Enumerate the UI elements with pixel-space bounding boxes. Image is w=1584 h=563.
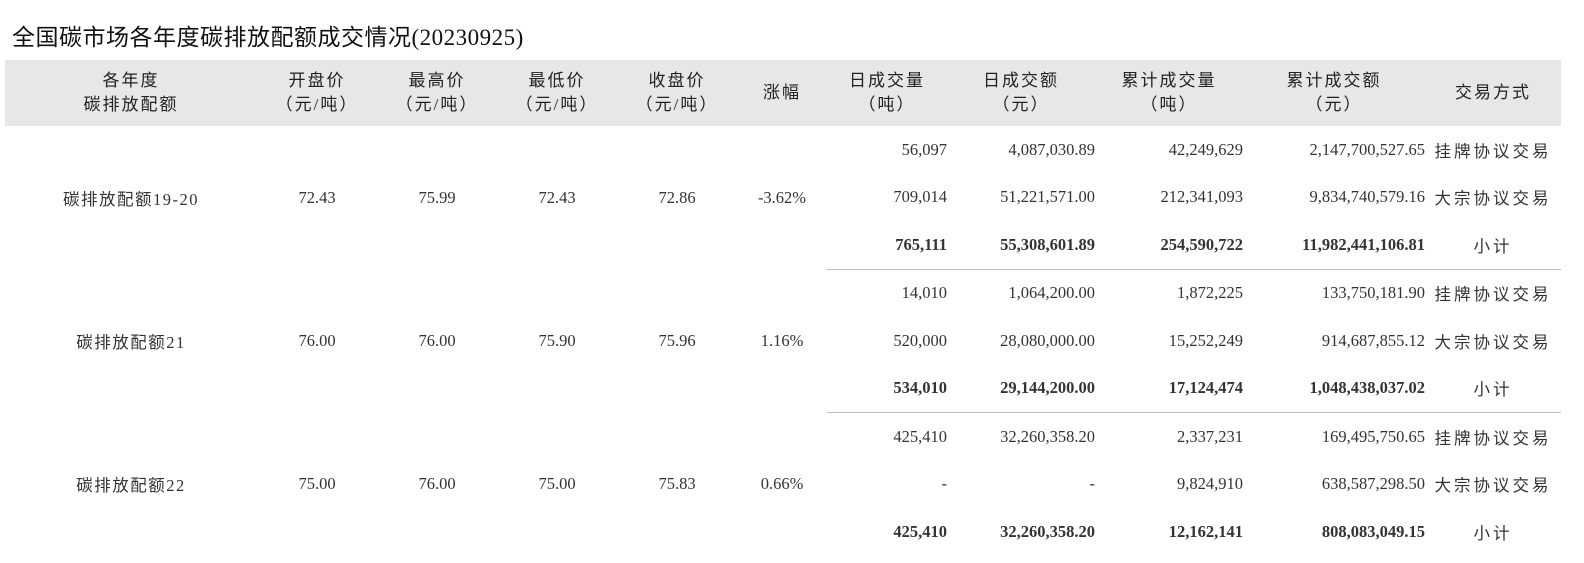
- daily-volume: 425,410: [893, 426, 947, 446]
- daily-amount: 51,221,571.00: [1000, 187, 1095, 207]
- cumulative-amount: 133,750,181.90: [1321, 283, 1425, 303]
- low-price: 75.00: [538, 474, 576, 493]
- daily-volume: 520,000: [893, 330, 947, 350]
- trade-method: 大宗协议交易: [1434, 332, 1552, 352]
- cumulative-volume: 1,872,225: [1177, 283, 1243, 303]
- table-row: 520,000 28,080,000.00 15,252,249 914,687…: [5, 317, 1561, 365]
- allowance-name: 碳排放配额19-20: [63, 189, 199, 209]
- open-price: 75.00: [298, 474, 336, 493]
- daily-volume-subtotal: 534,010: [827, 364, 947, 413]
- daily-amount: 28,080,000.00: [1000, 330, 1095, 350]
- price-change: 0.66%: [760, 474, 804, 493]
- cumulative-amount: 169,495,750.65: [1321, 426, 1425, 446]
- cumulative-amount-subtotal: 11,982,441,106.81: [1243, 221, 1425, 270]
- allowance-name: 碳排放配额22: [76, 476, 186, 495]
- high-price: 76.00: [418, 474, 456, 493]
- table-row: 709,014 51,221,571.00 212,341,093 9,834,…: [5, 174, 1561, 222]
- col-header-trade-method: 交易方式: [1425, 60, 1561, 126]
- col-header-open-price: 开盘价 （元/吨）: [257, 60, 377, 126]
- cumulative-volume: 2,337,231: [1177, 426, 1243, 446]
- cumulative-amount: 914,687,855.12: [1321, 330, 1425, 350]
- low-price: 75.90: [538, 330, 576, 350]
- close-price: 72.86: [658, 187, 696, 207]
- carbon-quota-table: 各年度 碳排放配额 开盘价 （元/吨） 最高价 （元/吨） 最低价 （元/吨） 收盘价（…: [5, 60, 1561, 556]
- col-header-daily-volume: 日成交量 （吨）: [827, 60, 947, 126]
- trade-method: 大宗协议交易: [1434, 189, 1552, 209]
- table-row-subtotal: 534,010 29,144,200.00 17,124,474 1,048,4…: [5, 364, 1561, 413]
- cumulative-amount-subtotal: 808,083,049.15: [1321, 521, 1425, 541]
- trade-method: 挂牌协议交易: [1434, 285, 1552, 305]
- cumulative-amount: 9,834,740,579.16: [1309, 187, 1426, 207]
- cumulative-volume: 212,341,093: [1160, 187, 1244, 207]
- trade-method: 大宗协议交易: [1434, 476, 1552, 496]
- high-price: 75.99: [418, 187, 456, 207]
- cumulative-volume: 15,252,249: [1168, 330, 1243, 350]
- daily-volume: -: [941, 474, 948, 494]
- col-header-cumulative-amount: 累计成交额 （元）: [1243, 60, 1425, 126]
- table-row: - - 9,824,910 638,587,298.50 大宗协议交易: [5, 461, 1561, 509]
- high-price: 76.00: [418, 330, 456, 350]
- subtotal-label: 小计: [1425, 221, 1561, 270]
- daily-volume-subtotal: 765,111: [827, 221, 947, 270]
- cumulative-amount-subtotal: 1,048,438,037.02: [1243, 364, 1425, 413]
- page-title: 全国碳市场各年度碳排放配额成交情况(20230925): [12, 25, 524, 50]
- col-header-high-price: 最高价 （元/吨）: [377, 60, 497, 126]
- daily-amount: 1,064,200.00: [1008, 283, 1095, 303]
- price-change: -3.62%: [757, 187, 807, 207]
- col-header-close-price: 收盘价 （元/吨）: [617, 60, 737, 126]
- col-header-change: 涨幅: [737, 60, 827, 126]
- col-header-low-price: 最低价 （元/吨）: [497, 60, 617, 126]
- cumulative-amount: 638,587,298.50: [1321, 474, 1425, 494]
- daily-volume: 56,097: [901, 139, 947, 159]
- daily-amount: 32,260,358.20: [1000, 426, 1095, 446]
- close-price: 75.96: [658, 330, 696, 350]
- table-header-row: 各年度 碳排放配额 开盘价 （元/吨） 最高价 （元/吨） 最低价 （元/吨） 收盘价（…: [5, 60, 1561, 126]
- table-row: 碳排放配额22 75.00 76.00 75.00 75.83 0.66% 42…: [5, 413, 1561, 495]
- table-row: 碳排放配额19-20 72.43 75.99 72.43 72.86 -3.62…: [5, 126, 1561, 209]
- daily-amount-subtotal: 32,260,358.20: [1000, 521, 1095, 541]
- daily-amount-subtotal: 55,308,601.89: [947, 221, 1095, 270]
- price-change: 1.16%: [760, 330, 804, 350]
- cumulative-volume: 9,824,910: [1177, 474, 1243, 494]
- close-price: 75.83: [658, 474, 696, 493]
- daily-amount: -: [1089, 474, 1096, 494]
- subtotal-label: 小计: [1473, 523, 1513, 543]
- cumulative-amount: 2,147,700,527.65: [1309, 139, 1426, 159]
- trade-method: 挂牌协议交易: [1434, 428, 1552, 448]
- table-row-subtotal: 425,410 32,260,358.20 12,162,141 808,083…: [5, 508, 1561, 556]
- cumulative-volume-subtotal: 254,590,722: [1095, 221, 1243, 270]
- table-row-subtotal: 765,111 55,308,601.89 254,590,722 11,982…: [5, 221, 1561, 270]
- col-header-cumulative-volume: 累计成交量 （吨）: [1095, 60, 1243, 126]
- daily-amount: 4,087,030.89: [1008, 139, 1095, 159]
- col-header-allowance-year: 各年度 碳排放配额: [5, 60, 257, 126]
- open-price: 76.00: [298, 330, 336, 350]
- cumulative-volume-subtotal: 12,162,141: [1168, 521, 1243, 541]
- daily-volume-subtotal: 425,410: [893, 521, 947, 541]
- cumulative-volume-subtotal: 17,124,474: [1095, 364, 1243, 413]
- daily-volume: 709,014: [893, 187, 947, 207]
- daily-volume: 14,010: [901, 283, 947, 303]
- table-row: 碳排放配额21 76.00 76.00 75.90 75.96 1.16% 14…: [5, 269, 1561, 352]
- cumulative-volume: 42,249,629: [1168, 139, 1243, 159]
- trade-method: 挂牌协议交易: [1434, 141, 1552, 161]
- col-header-daily-amount: 日成交额 （元）: [947, 60, 1095, 126]
- open-price: 72.43: [298, 187, 336, 207]
- allowance-name: 碳排放配额21: [76, 332, 186, 352]
- subtotal-label: 小计: [1425, 364, 1561, 413]
- low-price: 72.43: [538, 187, 576, 207]
- daily-amount-subtotal: 29,144,200.00: [947, 364, 1095, 413]
